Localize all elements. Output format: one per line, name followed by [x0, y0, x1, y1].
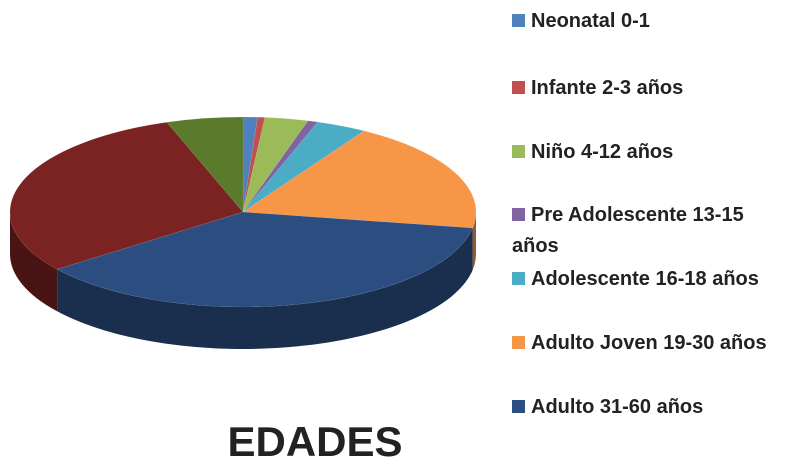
pie-slice [242, 116, 258, 213]
legend-item: Adulto Joven 19-30 años [512, 328, 774, 359]
pie-slice [166, 116, 244, 213]
legend-label: Neonatal 0-1 [531, 10, 650, 32]
legend-item: Neonatal 0-1 [512, 6, 774, 37]
pie-side [472, 212, 476, 271]
pie-slice [242, 117, 309, 213]
legend-swatch [512, 208, 525, 221]
pie-side [9, 212, 58, 312]
chart-title: EDADES [227, 418, 403, 465]
legend-swatch [512, 81, 525, 94]
pie-slice [242, 120, 319, 213]
pie-slice [242, 130, 477, 229]
legend-swatch [512, 145, 525, 158]
pie-slice [242, 116, 266, 213]
legend-swatch [512, 14, 525, 27]
legend-swatch [512, 400, 525, 413]
legend-item: Adolescente 16-18 años [512, 264, 774, 295]
legend-label: Niño 4-12 años [531, 141, 674, 163]
legend-label: Pre Adolescente 13-15 años [512, 204, 744, 257]
pie-slice [242, 121, 365, 213]
legend-label: Adolescente 16-18 años [531, 268, 759, 290]
pie-slice [56, 211, 474, 308]
pie-side [57, 228, 473, 350]
legend-label: Adulto Joven 19-30 años [531, 332, 767, 354]
legend-swatch [512, 336, 525, 349]
legend-item: Pre Adolescente 13-15 años [512, 200, 774, 262]
legend-label: Adulto 31-60 años [531, 396, 704, 418]
legend-item: Infante 2-3 años [512, 73, 774, 104]
legend-item: Adulto 31-60 años [512, 392, 774, 423]
pie-slice [9, 121, 244, 270]
legend-label: Infante 2-3 años [531, 77, 684, 99]
legend-swatch [512, 272, 525, 285]
legend-item: Niño 4-12 años [512, 137, 774, 168]
